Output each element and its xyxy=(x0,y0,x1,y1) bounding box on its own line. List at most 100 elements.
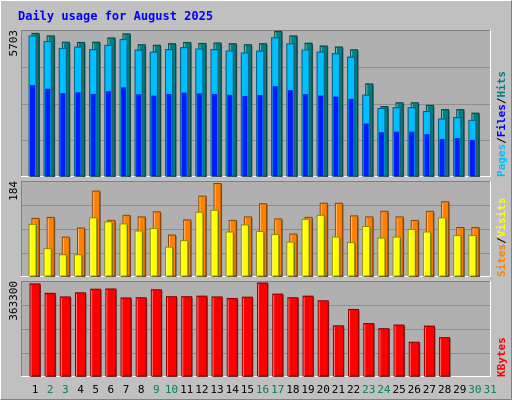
bars xyxy=(28,183,480,277)
bar-kbytes-fill xyxy=(439,337,451,377)
y-axis-label-part: / xyxy=(495,137,508,144)
bar-kbytes-fill xyxy=(332,325,344,377)
bar-files-core xyxy=(287,90,293,176)
bar-files-core xyxy=(90,93,96,176)
bar-pages xyxy=(28,35,37,178)
bar-kbytes xyxy=(181,296,193,377)
day-11-bars xyxy=(181,296,193,377)
day-24-bars xyxy=(378,328,390,377)
bar-kbytes-fill xyxy=(423,325,435,377)
day-26-bars xyxy=(407,102,420,177)
bar-kbytes-fill xyxy=(75,292,87,377)
bar-sites-fill xyxy=(301,218,310,277)
bar-files-core xyxy=(303,94,309,176)
day-25-bars xyxy=(392,216,405,277)
bar-sites-fill xyxy=(104,221,113,277)
day-11-bars xyxy=(180,41,192,178)
bar-sites-fill xyxy=(453,235,462,277)
bar-sites xyxy=(43,248,53,277)
bar-sites xyxy=(134,230,144,277)
panel-3: 363300 KBytes xyxy=(7,281,508,377)
y-max-label: 363300 xyxy=(7,281,20,321)
bar-sites xyxy=(362,225,371,277)
bar-kbytes-fill xyxy=(408,341,420,377)
bar-pages xyxy=(210,49,220,177)
bar-files-core xyxy=(136,94,142,176)
day-24-bars xyxy=(377,210,389,277)
day-23-bars xyxy=(362,216,374,277)
day-10-bars xyxy=(166,296,178,377)
bar-pages xyxy=(89,49,98,177)
bar-sites-fill xyxy=(134,230,143,277)
day-14-bars xyxy=(225,43,238,177)
day-24-bars xyxy=(377,106,389,177)
y-max-label: 184 xyxy=(7,181,20,201)
x-tick-label: 19 xyxy=(301,383,314,396)
x-tick-label: 14 xyxy=(226,383,240,396)
bar-sites-fill xyxy=(58,254,67,277)
bar-kbytes xyxy=(257,282,269,377)
bar-kbytes-fill xyxy=(241,296,253,377)
day-2-bars xyxy=(43,35,56,177)
bar-sites-fill xyxy=(165,246,174,277)
day-8-bars xyxy=(134,44,147,177)
y-axis-label-part: Sites xyxy=(495,244,508,277)
bar-kbytes-fill xyxy=(29,283,41,377)
bar-pages xyxy=(468,119,477,177)
x-tick-label: 22 xyxy=(347,383,360,396)
bar-pages xyxy=(362,94,371,177)
bar-kbytes-fill xyxy=(181,296,193,377)
bar-kbytes-fill xyxy=(287,297,299,377)
x-tick-label: 12 xyxy=(195,383,208,396)
x-tick-label: 7 xyxy=(123,383,130,396)
day-30-bars xyxy=(468,226,480,277)
x-tick-label: 5 xyxy=(92,383,99,396)
day-12-bars xyxy=(195,195,207,277)
bar-kbytes xyxy=(166,296,178,377)
day-21-bars xyxy=(331,202,344,277)
bar-files-core xyxy=(439,139,445,176)
day-20-bars xyxy=(317,300,330,377)
y-axis-label-part: Hits xyxy=(495,71,508,98)
x-tick-label: 1 xyxy=(32,383,39,396)
day-16-bars xyxy=(256,203,268,277)
x-tick-label: 24 xyxy=(377,383,391,396)
bar-kbytes-fill xyxy=(211,296,223,377)
panels-layer: 5703 Pages/Files/Hits 184 Sites/Visits 36330… xyxy=(7,30,508,377)
bar-kbytes xyxy=(302,295,315,377)
bar-sites xyxy=(286,241,295,277)
x-tick-label: 9 xyxy=(153,383,160,396)
day-22-bars xyxy=(347,49,359,177)
day-20-bars xyxy=(316,202,329,277)
day-4-bars xyxy=(74,227,86,277)
y-axis-label: Sites/Visits xyxy=(495,198,508,278)
day-17-bars xyxy=(271,218,283,277)
y-max-label: 5703 xyxy=(7,30,20,57)
bar-files-core xyxy=(227,94,233,176)
y-axis-label-part: / xyxy=(495,97,508,104)
bar-files-core xyxy=(105,91,111,176)
bar-kbytes xyxy=(408,341,421,377)
bar-kbytes-fill xyxy=(378,328,390,377)
day-7-bars xyxy=(119,214,132,277)
x-tick-label: 8 xyxy=(138,383,145,396)
day-12-bars xyxy=(196,295,208,377)
bar-sites xyxy=(316,214,326,277)
bar-pages xyxy=(180,47,189,177)
day-9-bars xyxy=(150,289,163,377)
day-16-bars xyxy=(256,43,268,177)
bar-kbytes xyxy=(105,288,117,377)
bar-kbytes-fill xyxy=(150,289,162,377)
day-9-bars xyxy=(149,44,162,177)
day-5-bars xyxy=(89,41,101,178)
bar-pages xyxy=(271,37,280,177)
bar-files-core xyxy=(212,93,218,176)
y-axis-label-part: KBytes xyxy=(495,337,508,377)
day-19-bars xyxy=(301,216,314,277)
bar-sites-fill xyxy=(362,225,371,277)
y-axis-label: Pages/Files/Hits xyxy=(495,71,508,177)
day-17-bars xyxy=(271,30,283,177)
bar-sites xyxy=(195,211,204,277)
panel-2: 184 Sites/Visits xyxy=(7,181,508,277)
